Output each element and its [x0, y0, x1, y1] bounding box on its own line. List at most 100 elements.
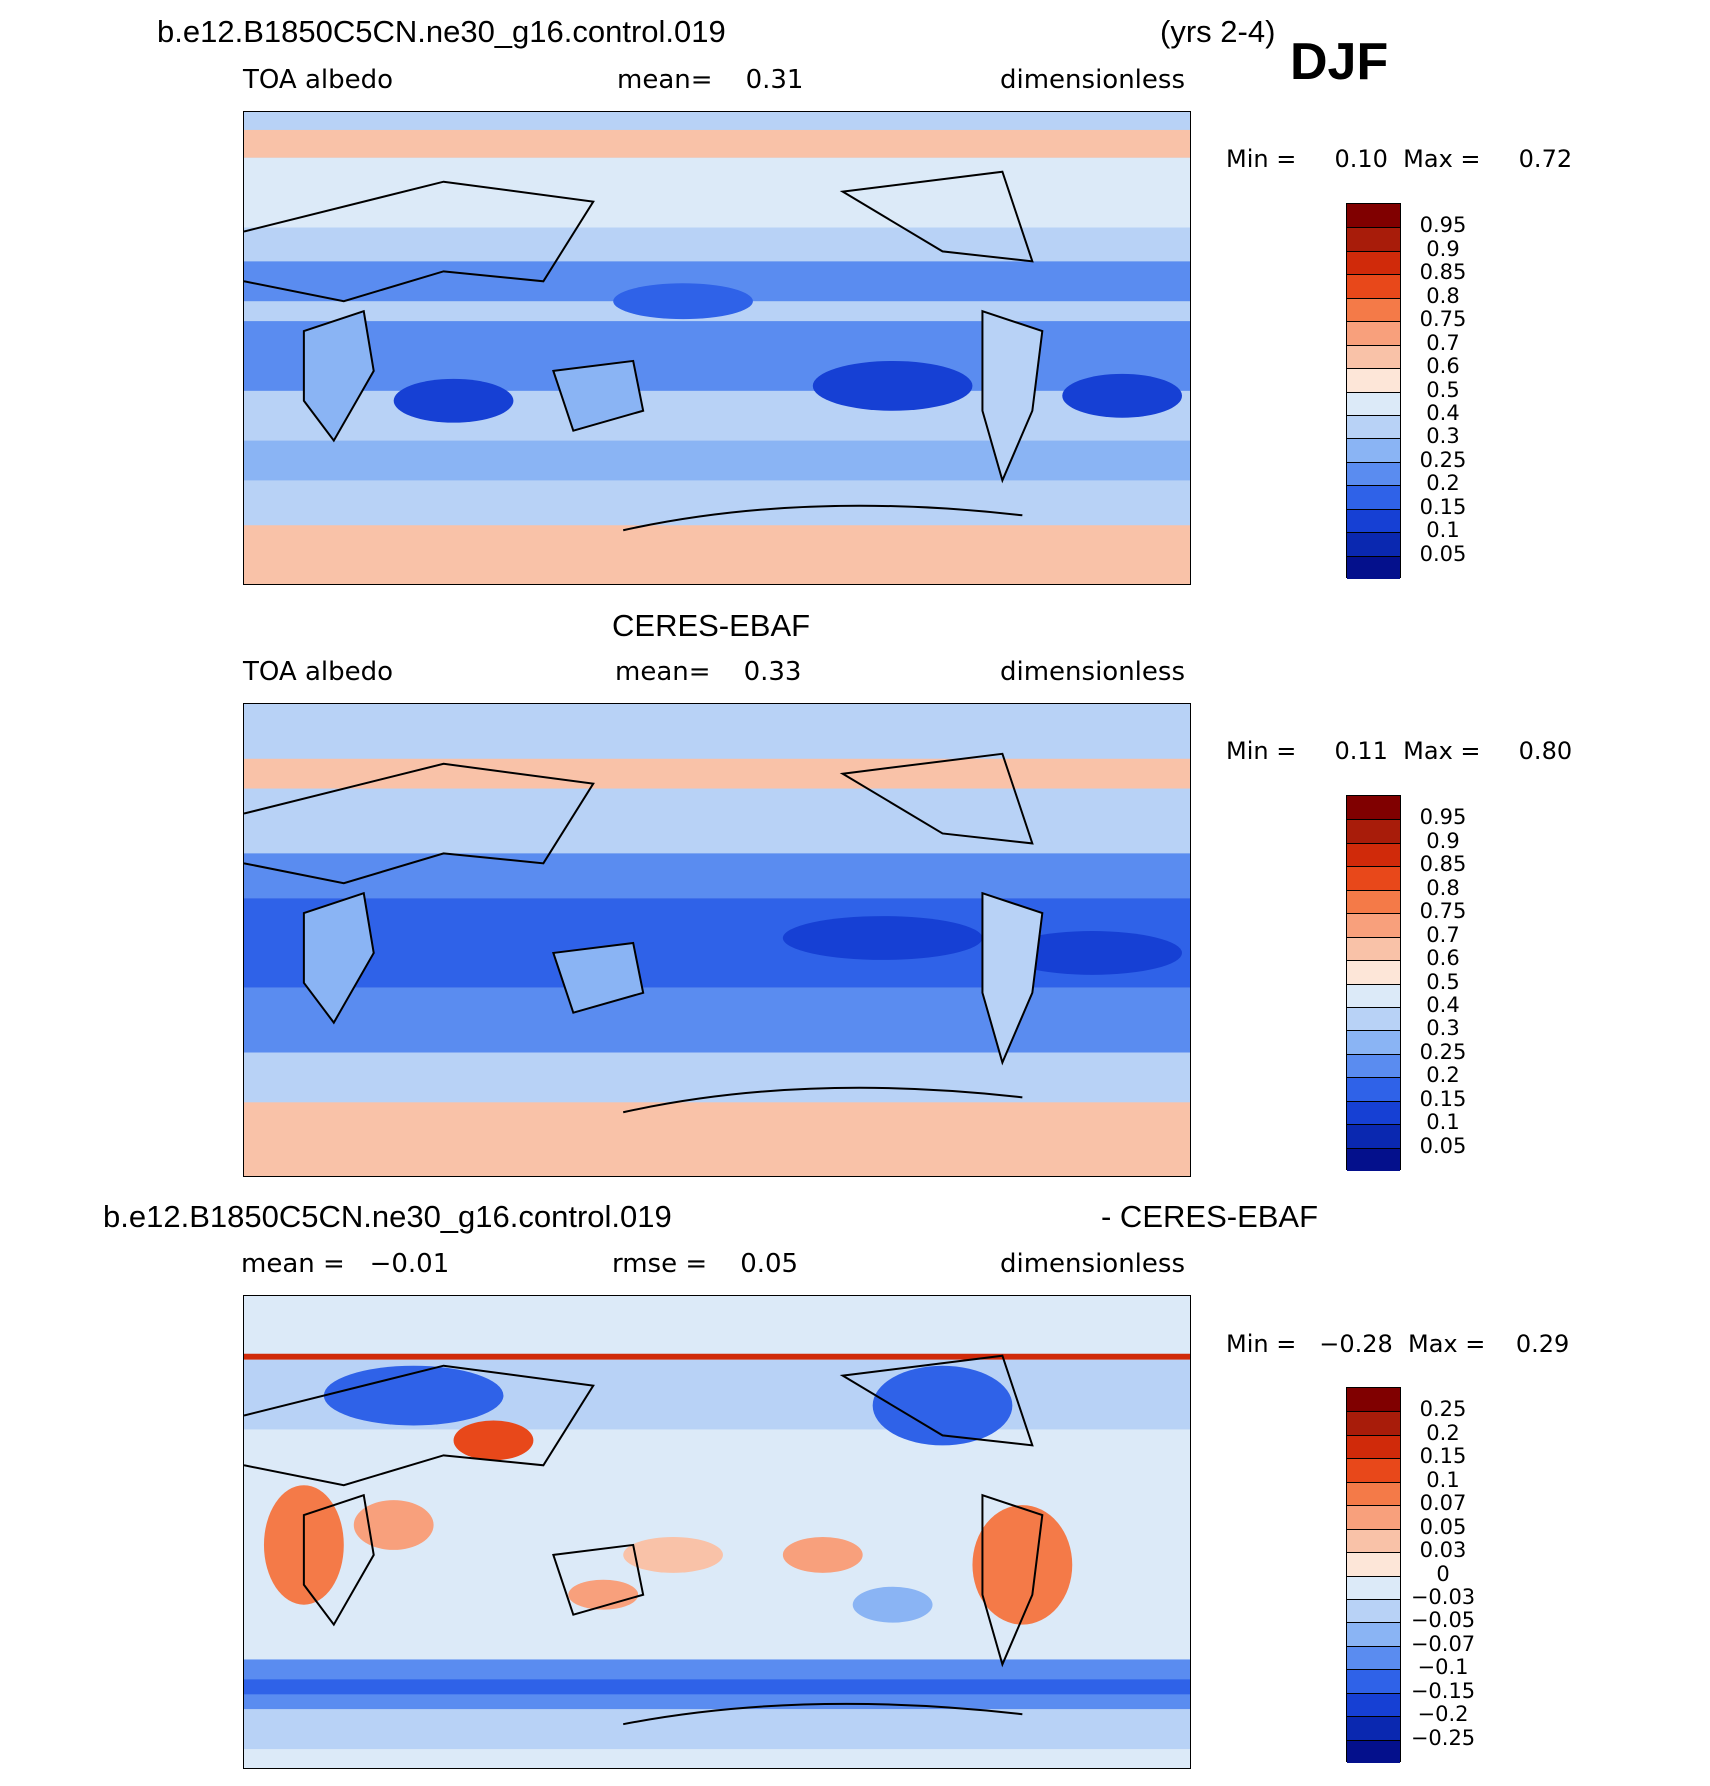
colorbar-tick-label: 0.15: [1419, 1444, 1467, 1469]
colorbar-swatch: [1347, 1505, 1400, 1529]
colorbar-swatch: [1347, 1077, 1400, 1101]
colorbar-swatch: [1347, 227, 1400, 251]
colorbar-tick-label: 0.05: [1419, 541, 1467, 566]
colorbar-tick-label: 0.2: [1426, 471, 1460, 496]
colorbar-swatch: [1347, 204, 1400, 228]
colorbar-tick-label: 0.95: [1419, 805, 1467, 830]
colorbar-tick-label: 0.6: [1426, 946, 1460, 971]
colorbar-tick-label: −0.03: [1410, 1584, 1476, 1609]
colorbar-tick-label: 0.03: [1419, 1538, 1467, 1563]
colorbar-swatch: [1347, 1053, 1400, 1078]
colorbar-swatch: [1347, 889, 1400, 914]
panel1-mean: mean= 0.31: [617, 65, 804, 95]
colorbar-swatch: [1347, 555, 1400, 579]
colorbar-tick-label: 0.1: [1426, 1467, 1460, 1492]
colorbar-tick-label: 0: [1436, 1561, 1450, 1586]
panel3-rmse: rmse = 0.05: [612, 1249, 799, 1279]
colorbar-tick-label: 0.9: [1426, 828, 1460, 853]
colorbar-swatch: [1347, 936, 1400, 961]
colorbar-swatch: [1347, 344, 1400, 369]
colorbar-tick-label: −0.15: [1410, 1678, 1476, 1703]
colorbar-swatch: [1347, 1575, 1400, 1599]
colorbar-tick-label: 0.5: [1426, 377, 1460, 402]
colorbar-tick-label: 0.3: [1426, 424, 1460, 449]
panel1-years: (yrs 2-4): [1160, 14, 1276, 49]
colorbar-tick-label: −0.05: [1410, 1608, 1476, 1633]
colorbar-swatch: [1347, 461, 1400, 486]
colorbar-tick-label: 0.85: [1419, 260, 1467, 285]
colorbar-tick-label: 0.15: [1419, 1086, 1467, 1111]
colorbar-tick-label: 0.3: [1426, 1016, 1460, 1041]
colorbar-swatch: [1347, 1739, 1400, 1763]
colorbar-swatch: [1347, 1481, 1400, 1506]
colorbar-swatch: [1347, 960, 1400, 984]
panel2-min-max: Min = 0.11 Max = 0.80: [1226, 737, 1573, 765]
panel1-map: [243, 111, 1191, 585]
panel2-map: [243, 703, 1191, 1177]
colorbar-swatch: [1347, 532, 1400, 556]
colorbar-swatch: [1347, 819, 1400, 843]
colorbar-tick-label: 0.8: [1426, 875, 1460, 900]
panel3-map: [243, 1295, 1191, 1769]
colorbar-tick-label: 0.25: [1419, 1039, 1467, 1064]
colorbar-swatch: [1347, 321, 1400, 345]
colorbar-tick-label: 0.25: [1419, 447, 1467, 472]
colorbar-tick-label: 0.7: [1426, 330, 1460, 355]
colorbar-swatch: [1347, 913, 1400, 937]
panel3-min-max: Min = −0.28 Max = 0.29: [1226, 1330, 1570, 1358]
colorbar-swatch: [1347, 1669, 1400, 1693]
colorbar-swatch: [1347, 1006, 1400, 1031]
colorbar-tick-label: 0.8: [1426, 283, 1460, 308]
colorbar-tick-label: 0.6: [1426, 354, 1460, 379]
colorbar-tick-label: 0.85: [1419, 852, 1467, 877]
colorbar-swatch: [1347, 983, 1400, 1007]
colorbar-tick-label: 0.1: [1426, 1110, 1460, 1135]
colorbar-tick-label: 0.5: [1426, 969, 1460, 994]
panel2-units: dimensionless: [1000, 657, 1185, 687]
colorbar-swatch: [1347, 438, 1400, 462]
colorbar-swatch: [1347, 485, 1400, 509]
colorbar-tick-label: 0.4: [1426, 400, 1460, 425]
colorbar-swatch: [1347, 414, 1400, 439]
colorbar-swatch: [1347, 297, 1400, 322]
colorbar-swatch: [1347, 391, 1400, 415]
season-label: DJF: [1290, 33, 1389, 91]
panel2-variable: TOA albedo: [243, 657, 394, 687]
colorbar-swatch: [1347, 1645, 1400, 1670]
colorbar-swatch: [1347, 1458, 1400, 1482]
colorbar-tick-label: 0.07: [1419, 1491, 1467, 1516]
panel3-map-field: [244, 1296, 1190, 1768]
colorbar-tick-label: −0.2: [1417, 1702, 1469, 1727]
colorbar-swatch: [1347, 368, 1400, 392]
colorbar-swatch: [1347, 508, 1400, 533]
colorbar-tick-label: 0.95: [1419, 213, 1467, 238]
panel1-case-title: b.e12.B1850C5CN.ne30_g16.control.019: [157, 14, 726, 49]
colorbar-swatch: [1347, 796, 1400, 820]
panel2-mean: mean= 0.33: [615, 657, 802, 687]
colorbar-swatch: [1347, 1411, 1400, 1435]
colorbar-tick-label: 0.25: [1419, 1397, 1467, 1422]
colorbar-swatch: [1347, 274, 1400, 298]
colorbar-swatch: [1347, 1692, 1400, 1717]
panel1-min-max: Min = 0.10 Max = 0.72: [1226, 145, 1573, 173]
panel3-minus-obs: - CERES-EBAF: [1101, 1199, 1319, 1234]
colorbar-tick-label: −0.07: [1410, 1631, 1476, 1656]
colorbar-swatch: [1347, 1434, 1400, 1459]
panel1-variable: TOA albedo: [243, 65, 394, 95]
colorbar-tick-label: 0.05: [1419, 1514, 1467, 1539]
colorbar-swatch: [1347, 1030, 1400, 1054]
panel1-map-field: [244, 112, 1190, 584]
panel1-units: dimensionless: [1000, 65, 1185, 95]
panel3-case-title: b.e12.B1850C5CN.ne30_g16.control.019: [103, 1199, 672, 1234]
colorbar-tick-label: 0.75: [1419, 307, 1467, 332]
panel2-colorbar: [1346, 795, 1401, 1171]
colorbar-tick-label: 0.9: [1426, 236, 1460, 261]
panel3-units: dimensionless: [1000, 1249, 1185, 1279]
panel3-colorbar: [1346, 1387, 1401, 1763]
colorbar-tick-label: −0.1: [1417, 1655, 1469, 1680]
colorbar-tick-label: 0.15: [1419, 494, 1467, 519]
colorbar-swatch: [1347, 1552, 1400, 1576]
colorbar-swatch: [1347, 1388, 1400, 1412]
colorbar-swatch: [1347, 1622, 1400, 1646]
colorbar-tick-label: −0.25: [1410, 1725, 1476, 1750]
